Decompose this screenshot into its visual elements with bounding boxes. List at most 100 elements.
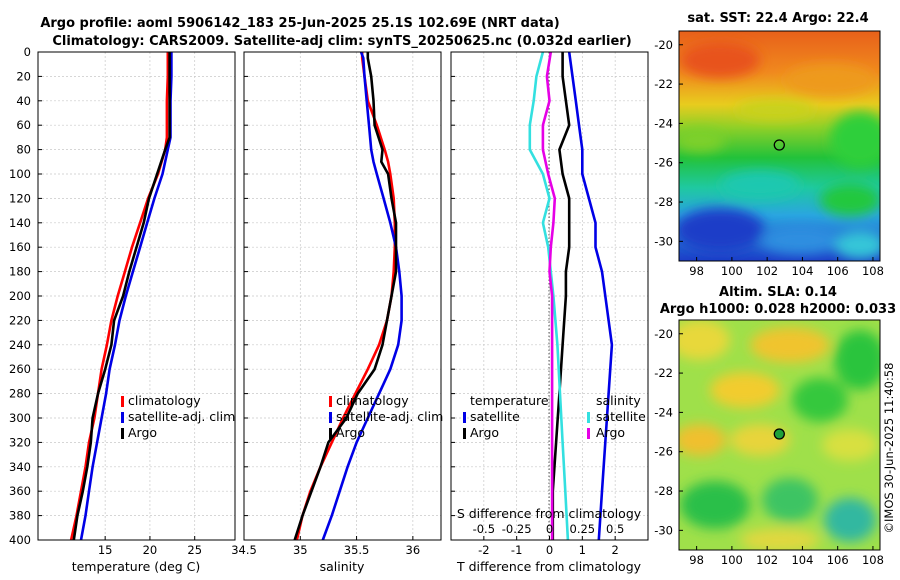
depth-tick-label: 360 [9, 484, 31, 498]
salinity-grid [243, 51, 441, 541]
legend-satellite: satellite-adj. clim [128, 409, 235, 424]
argo-line [293, 52, 398, 541]
depth-tick-label: 0 [24, 45, 31, 59]
salinity-argo-line [541, 51, 557, 540]
series-layer [69, 51, 614, 541]
map-lat-label: -22 [654, 77, 673, 91]
depth-tick-label: 400 [9, 533, 31, 547]
legend-t-satellite: satellite [470, 409, 520, 424]
depth-tick-label: 260 [9, 362, 31, 376]
s-tick-label: 0.5 [606, 522, 624, 536]
map-lon-label: 104 [791, 553, 813, 567]
x-tick-label: 2 [612, 543, 619, 557]
legend-climatology-swatch [121, 396, 124, 407]
satellite-adj-clim-line [321, 51, 403, 541]
temperature-grid [38, 51, 235, 541]
sla-map-title: Altim. SLA: 0.14 [719, 285, 837, 300]
x-tick-label: 20 [143, 543, 158, 557]
sst-map [679, 31, 880, 261]
x-tick-label: 25 [187, 543, 202, 557]
map-lat-label: -28 [654, 484, 673, 498]
map-lat-label: -22 [654, 366, 673, 380]
s-difference-ticks: -0.5 -0.25 0 0.25 0.5 [473, 522, 625, 536]
depth-tick-label: 300 [9, 411, 31, 425]
salinity-panel-frame [243, 51, 442, 541]
map-lon-label: 104 [791, 264, 813, 278]
sla-map-subtitle: Argo h1000: 0.028 h2000: 0.033 [660, 302, 896, 317]
legend-t-argo: Argo [470, 425, 499, 440]
legend-argo: Argo [336, 425, 365, 440]
legend-argo: Argo [128, 425, 157, 440]
sla-texture [679, 320, 880, 550]
argo-line [72, 52, 171, 541]
sla-map-axes: 98 100 102 104 106 108 -20 -22 -24 -26 -28 -30 [654, 327, 884, 567]
title-line-2: Climatology: CARS2009. Satellite-adj cli… [52, 34, 631, 49]
x-tick-label: 35.5 [344, 543, 370, 557]
depth-tick-label: 180 [9, 265, 31, 279]
temperature-satellite-line [567, 51, 614, 541]
legend-argo-swatch [329, 428, 332, 439]
map-lat-label: -30 [654, 234, 673, 248]
s-tick-label: 0 [546, 522, 553, 536]
map-lon-label: 102 [756, 553, 778, 567]
x-tick-label: 0 [546, 543, 553, 557]
sst-map-frame [678, 30, 881, 262]
legend-s-head: salinity [596, 393, 641, 408]
difference-legend: temperature satellite Argo salinity sate… [463, 393, 646, 440]
depth-tick-label: 280 [9, 387, 31, 401]
legend-s-argo: Argo [596, 425, 625, 440]
sst-map-title: sat. SST: 22.4 Argo: 22.4 [687, 11, 868, 26]
map-lat-label: -20 [654, 38, 673, 52]
legend-satellite: satellite-adj. clim [336, 409, 443, 424]
depth-tick-label: 40 [16, 94, 31, 108]
map-lat-label: -28 [654, 195, 673, 209]
legend-climatology: climatology [336, 393, 409, 408]
s-difference-label: S difference from climatology [457, 506, 642, 521]
temperature-legend: climatology satellite-adj. clim Argo [121, 393, 235, 440]
x-tick-label: 36 [406, 543, 421, 557]
x-axes: 15 20 25 34.5 35 35.5 36 -2 -1 0 1 2 [98, 543, 619, 557]
s-tick-label: -0.5 [473, 522, 495, 536]
t-difference-xlabel: T difference from climatology [456, 559, 642, 574]
x-tick-label: 1 [579, 543, 586, 557]
sst-map-axes: 98 100 102 104 106 108 -20 -22 -24 -26 -28 -30 [654, 38, 884, 278]
legend-satellite-swatch [329, 412, 332, 423]
legend-t-satellite-swatch [463, 412, 466, 423]
depth-tick-label: 100 [9, 167, 31, 181]
difference-panel-frame [450, 51, 649, 541]
legend-climatology-swatch [329, 396, 332, 407]
temperature-panel-frame [37, 51, 236, 541]
map-lat-label: -20 [654, 327, 673, 341]
depth-tick-label: 340 [9, 460, 31, 474]
depth-tick-label: 20 [16, 69, 31, 83]
map-lon-label: 108 [862, 553, 884, 567]
imos-credit: ©IMOS 30-Jun-2025 11:40:58 [882, 363, 896, 534]
x-tick-label: 34.5 [231, 543, 257, 557]
map-lat-label: -24 [654, 116, 673, 130]
map-lat-label: -26 [654, 445, 673, 459]
legend-climatology: climatology [128, 393, 201, 408]
x-tick-label: 35 [293, 543, 308, 557]
x-tick-label: 15 [98, 543, 113, 557]
map-lon-label: 100 [721, 553, 743, 567]
legend-argo-swatch [121, 428, 124, 439]
map-lon-label: 100 [721, 264, 743, 278]
legend-s-argo-swatch [587, 428, 590, 439]
map-lon-label: 106 [827, 553, 849, 567]
map-lon-label: 108 [862, 264, 884, 278]
depth-tick-label: 240 [9, 338, 31, 352]
salinity-satellite-line [528, 51, 570, 541]
climatology-line [69, 52, 170, 541]
depth-tick-label: 380 [9, 509, 31, 523]
temperature-argo-line [551, 52, 571, 540]
legend-s-satellite: satellite [596, 409, 646, 424]
s-tick-label: 0.25 [570, 522, 596, 536]
salinity-legend: climatology satellite-adj. clim Argo [329, 393, 443, 440]
depth-axis: 0 20 40 60 80 100 120 140 160 180 200 220 240 260 280 3… [9, 45, 31, 547]
map-lat-label: -30 [654, 523, 673, 537]
depth-tick-label: 220 [9, 313, 31, 327]
depth-tick-label: 320 [9, 435, 31, 449]
x-tick-label: -1 [511, 543, 522, 557]
legend-s-satellite-swatch [587, 412, 590, 423]
